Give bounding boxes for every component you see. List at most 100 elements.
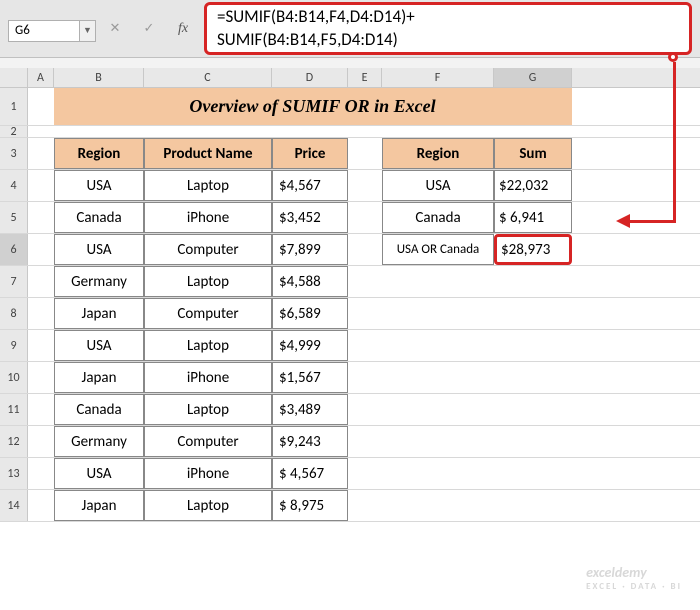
t1-r10-product[interactable]: Laptop — [144, 490, 272, 521]
t2-header-sum[interactable]: Sum — [494, 138, 572, 169]
cell-E7[interactable] — [348, 266, 382, 297]
t2-r1-region[interactable]: Canada — [382, 202, 494, 233]
cell-E12[interactable] — [348, 426, 382, 457]
row-header-2[interactable]: 2 — [0, 126, 28, 137]
t1-r3-price[interactable]: $4,588 — [272, 266, 348, 297]
t1-r4-product[interactable]: Computer — [144, 298, 272, 329]
cell-E4[interactable] — [348, 170, 382, 201]
col-header-A[interactable]: A — [28, 68, 54, 87]
cell-A9[interactable] — [28, 330, 54, 361]
cell-F12[interactable] — [382, 426, 494, 457]
cancel-icon[interactable]: ✕ — [102, 16, 128, 42]
t1-r1-region[interactable]: Canada — [54, 202, 144, 233]
cell-A10[interactable] — [28, 362, 54, 393]
t1-r7-product[interactable]: Laptop — [144, 394, 272, 425]
cell-A12[interactable] — [28, 426, 54, 457]
cell-F2[interactable] — [382, 126, 494, 137]
cell-E5[interactable] — [348, 202, 382, 233]
t1-r1-product[interactable]: iPhone — [144, 202, 272, 233]
cell-A1[interactable] — [28, 88, 54, 125]
cell-A13[interactable] — [28, 458, 54, 489]
fx-icon[interactable]: fx — [170, 16, 196, 42]
t2-r0-region[interactable]: USA — [382, 170, 494, 201]
cell-G7[interactable] — [494, 266, 572, 297]
row-header-9[interactable]: 9 — [0, 330, 28, 361]
row-header-13[interactable]: 13 — [0, 458, 28, 489]
col-header-B[interactable]: B — [54, 68, 144, 87]
t1-header-region[interactable]: Region — [54, 138, 144, 169]
name-box-dropdown[interactable]: ▼ — [80, 20, 96, 42]
cell-A11[interactable] — [28, 394, 54, 425]
col-header-E[interactable]: E — [348, 68, 382, 87]
cell-E9[interactable] — [348, 330, 382, 361]
formula-input[interactable]: =SUMIF(B4:B14,F4,D4:D14)+ SUMIF(B4:B14,F… — [204, 2, 692, 55]
t1-r0-region[interactable]: USA — [54, 170, 144, 201]
t1-r8-price[interactable]: $9,243 — [272, 426, 348, 457]
cell-G14[interactable] — [494, 490, 572, 521]
cell-A6[interactable] — [28, 234, 54, 265]
cell-A3[interactable] — [28, 138, 54, 169]
t1-r7-region[interactable]: Canada — [54, 394, 144, 425]
col-header-G[interactable]: G — [494, 68, 572, 87]
cell-F13[interactable] — [382, 458, 494, 489]
t1-r2-price[interactable]: $7,899 — [272, 234, 348, 265]
t1-r8-product[interactable]: Computer — [144, 426, 272, 457]
t2-r0-sum[interactable]: $22,032 — [494, 170, 572, 201]
t1-r6-product[interactable]: iPhone — [144, 362, 272, 393]
cell-G9[interactable] — [494, 330, 572, 361]
cell-E8[interactable] — [348, 298, 382, 329]
cell-F9[interactable] — [382, 330, 494, 361]
t1-r5-price[interactable]: $4,999 — [272, 330, 348, 361]
col-header-C[interactable]: C — [144, 68, 272, 87]
t1-r5-region[interactable]: USA — [54, 330, 144, 361]
cell-F11[interactable] — [382, 394, 494, 425]
cell-F14[interactable] — [382, 490, 494, 521]
row-header-6[interactable]: 6 — [0, 234, 28, 265]
cell-E10[interactable] — [348, 362, 382, 393]
cell-E2[interactable] — [348, 126, 382, 137]
row-header-14[interactable]: 14 — [0, 490, 28, 521]
t1-r10-price[interactable]: $ 8,975 — [272, 490, 348, 521]
cell-A4[interactable] — [28, 170, 54, 201]
row-header-4[interactable]: 4 — [0, 170, 28, 201]
row-header-3[interactable]: 3 — [0, 138, 28, 169]
row-header-12[interactable]: 12 — [0, 426, 28, 457]
t2-header-region[interactable]: Region — [382, 138, 494, 169]
t2-r2-sum[interactable]: $28,973 — [494, 234, 572, 265]
cell-E14[interactable] — [348, 490, 382, 521]
cell-E6[interactable] — [348, 234, 382, 265]
cell-C2[interactable] — [144, 126, 272, 137]
t1-r4-region[interactable]: Japan — [54, 298, 144, 329]
row-header-5[interactable]: 5 — [0, 202, 28, 233]
row-header-8[interactable]: 8 — [0, 298, 28, 329]
t1-r1-price[interactable]: $3,452 — [272, 202, 348, 233]
cell-F8[interactable] — [382, 298, 494, 329]
name-box[interactable]: G6 — [8, 20, 80, 42]
cell-F10[interactable] — [382, 362, 494, 393]
cell-G8[interactable] — [494, 298, 572, 329]
row-header-1[interactable]: 1 — [0, 88, 28, 125]
row-header-11[interactable]: 11 — [0, 394, 28, 425]
t1-r4-price[interactable]: $6,589 — [272, 298, 348, 329]
confirm-icon[interactable]: ✓ — [136, 16, 162, 42]
cell-E11[interactable] — [348, 394, 382, 425]
t1-r3-region[interactable]: Germany — [54, 266, 144, 297]
t1-r8-region[interactable]: Germany — [54, 426, 144, 457]
t1-r9-region[interactable]: USA — [54, 458, 144, 489]
t1-header-price[interactable]: Price — [272, 138, 348, 169]
cell-G11[interactable] — [494, 394, 572, 425]
t1-r0-price[interactable]: $4,567 — [272, 170, 348, 201]
cell-G10[interactable] — [494, 362, 572, 393]
t1-r2-product[interactable]: Computer — [144, 234, 272, 265]
cell-A8[interactable] — [28, 298, 54, 329]
cell-B2[interactable] — [54, 126, 144, 137]
cell-A2[interactable] — [28, 126, 54, 137]
cell-E13[interactable] — [348, 458, 382, 489]
select-all-corner[interactable] — [0, 68, 28, 87]
cell-A14[interactable] — [28, 490, 54, 521]
row-header-7[interactable]: 7 — [0, 266, 28, 297]
t1-r6-region[interactable]: Japan — [54, 362, 144, 393]
col-header-D[interactable]: D — [272, 68, 348, 87]
cell-F7[interactable] — [382, 266, 494, 297]
t1-r0-product[interactable]: Laptop — [144, 170, 272, 201]
